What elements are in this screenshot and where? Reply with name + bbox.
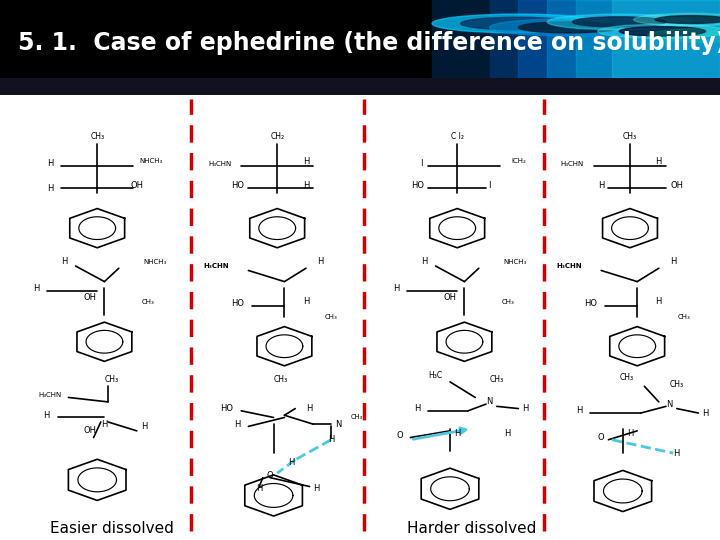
Bar xyxy=(518,0,720,78)
Text: CH₃: CH₃ xyxy=(490,375,504,384)
Text: OH: OH xyxy=(130,181,143,190)
Text: H: H xyxy=(674,449,680,457)
Text: H: H xyxy=(62,257,68,266)
Text: N: N xyxy=(667,400,672,409)
Text: H₃CHN: H₃CHN xyxy=(39,392,62,398)
Text: N: N xyxy=(336,420,341,429)
Text: CH₃: CH₃ xyxy=(325,314,338,320)
Text: H: H xyxy=(303,157,309,166)
Text: CH₃: CH₃ xyxy=(351,415,362,421)
Bar xyxy=(432,0,720,78)
Text: H: H xyxy=(670,257,676,266)
Text: O: O xyxy=(266,471,274,480)
Text: HO: HO xyxy=(584,299,597,308)
Text: CH₃: CH₃ xyxy=(274,375,288,384)
Text: H₃C: H₃C xyxy=(428,370,443,380)
Circle shape xyxy=(634,14,720,26)
Text: H: H xyxy=(656,157,662,166)
Text: H: H xyxy=(422,257,428,266)
Text: H₃CHN: H₃CHN xyxy=(203,263,229,269)
Bar xyxy=(612,0,720,78)
Circle shape xyxy=(547,14,691,30)
Text: H₃CHN: H₃CHN xyxy=(208,160,231,166)
Bar xyxy=(547,0,720,78)
Text: OH: OH xyxy=(84,293,96,302)
Text: H: H xyxy=(314,484,320,493)
Text: CH₂: CH₂ xyxy=(270,132,284,141)
Text: H: H xyxy=(307,404,312,413)
Text: H: H xyxy=(303,297,309,306)
Circle shape xyxy=(648,28,720,42)
Circle shape xyxy=(619,26,706,36)
Text: H: H xyxy=(33,284,39,293)
Text: CH₃: CH₃ xyxy=(90,132,104,141)
Text: CH₃: CH₃ xyxy=(104,375,119,384)
Text: N: N xyxy=(487,397,492,407)
Text: NHCH₃: NHCH₃ xyxy=(503,259,526,265)
Text: HO: HO xyxy=(231,299,244,308)
Text: H: H xyxy=(44,411,50,420)
Text: H: H xyxy=(703,409,708,417)
Circle shape xyxy=(518,22,619,33)
Text: OH: OH xyxy=(84,427,96,435)
Text: H: H xyxy=(48,184,53,193)
Text: CH₃: CH₃ xyxy=(623,132,637,141)
Circle shape xyxy=(598,24,720,38)
Text: OH: OH xyxy=(444,293,456,302)
Text: HO: HO xyxy=(231,181,244,190)
Text: I: I xyxy=(420,159,423,168)
Text: H: H xyxy=(256,484,262,493)
Text: CH₃: CH₃ xyxy=(619,373,634,382)
Text: H: H xyxy=(393,284,399,293)
Bar xyxy=(576,0,720,78)
Text: C l₂: C l₂ xyxy=(451,132,464,141)
Text: CH₃: CH₃ xyxy=(678,314,690,320)
Text: H: H xyxy=(415,404,420,413)
Text: NHCH₃: NHCH₃ xyxy=(143,259,166,265)
Text: H: H xyxy=(656,297,662,306)
Text: H: H xyxy=(318,257,323,266)
Text: O: O xyxy=(598,433,605,442)
Text: H: H xyxy=(102,420,107,429)
Text: H: H xyxy=(505,429,510,437)
Circle shape xyxy=(432,14,605,33)
Text: CH₃: CH₃ xyxy=(501,299,514,305)
Text: H: H xyxy=(303,181,309,190)
Text: H: H xyxy=(523,404,528,413)
Text: H: H xyxy=(289,457,294,467)
Text: HO: HO xyxy=(220,404,233,413)
Text: CH₃: CH₃ xyxy=(141,299,154,305)
Text: H: H xyxy=(598,181,604,190)
Text: ICH₂: ICH₂ xyxy=(511,158,526,164)
Circle shape xyxy=(490,19,648,36)
Circle shape xyxy=(572,17,666,27)
Circle shape xyxy=(461,17,576,30)
Text: NHCH₃: NHCH₃ xyxy=(140,158,163,164)
Text: H: H xyxy=(627,429,633,437)
Text: H₃CHN: H₃CHN xyxy=(561,160,584,166)
Text: 5. 1.  Case of ephedrine (the difference on solubility): 5. 1. Case of ephedrine (the difference … xyxy=(18,31,720,55)
Text: H: H xyxy=(48,159,53,168)
Bar xyxy=(490,0,720,78)
Text: Harder dissolved: Harder dissolved xyxy=(407,521,536,536)
Text: Easier dissolved: Easier dissolved xyxy=(50,521,174,536)
Text: HO: HO xyxy=(411,181,424,190)
Circle shape xyxy=(655,16,720,23)
Text: O: O xyxy=(396,431,403,440)
Text: H: H xyxy=(141,422,147,431)
Text: H: H xyxy=(577,406,582,415)
Text: I: I xyxy=(488,181,491,190)
Text: H: H xyxy=(328,435,334,444)
Text: H: H xyxy=(454,429,460,437)
Text: H₃CHN: H₃CHN xyxy=(556,263,582,269)
Text: H: H xyxy=(235,420,240,429)
Text: OH: OH xyxy=(670,181,683,190)
Text: CH₃: CH₃ xyxy=(670,380,684,389)
